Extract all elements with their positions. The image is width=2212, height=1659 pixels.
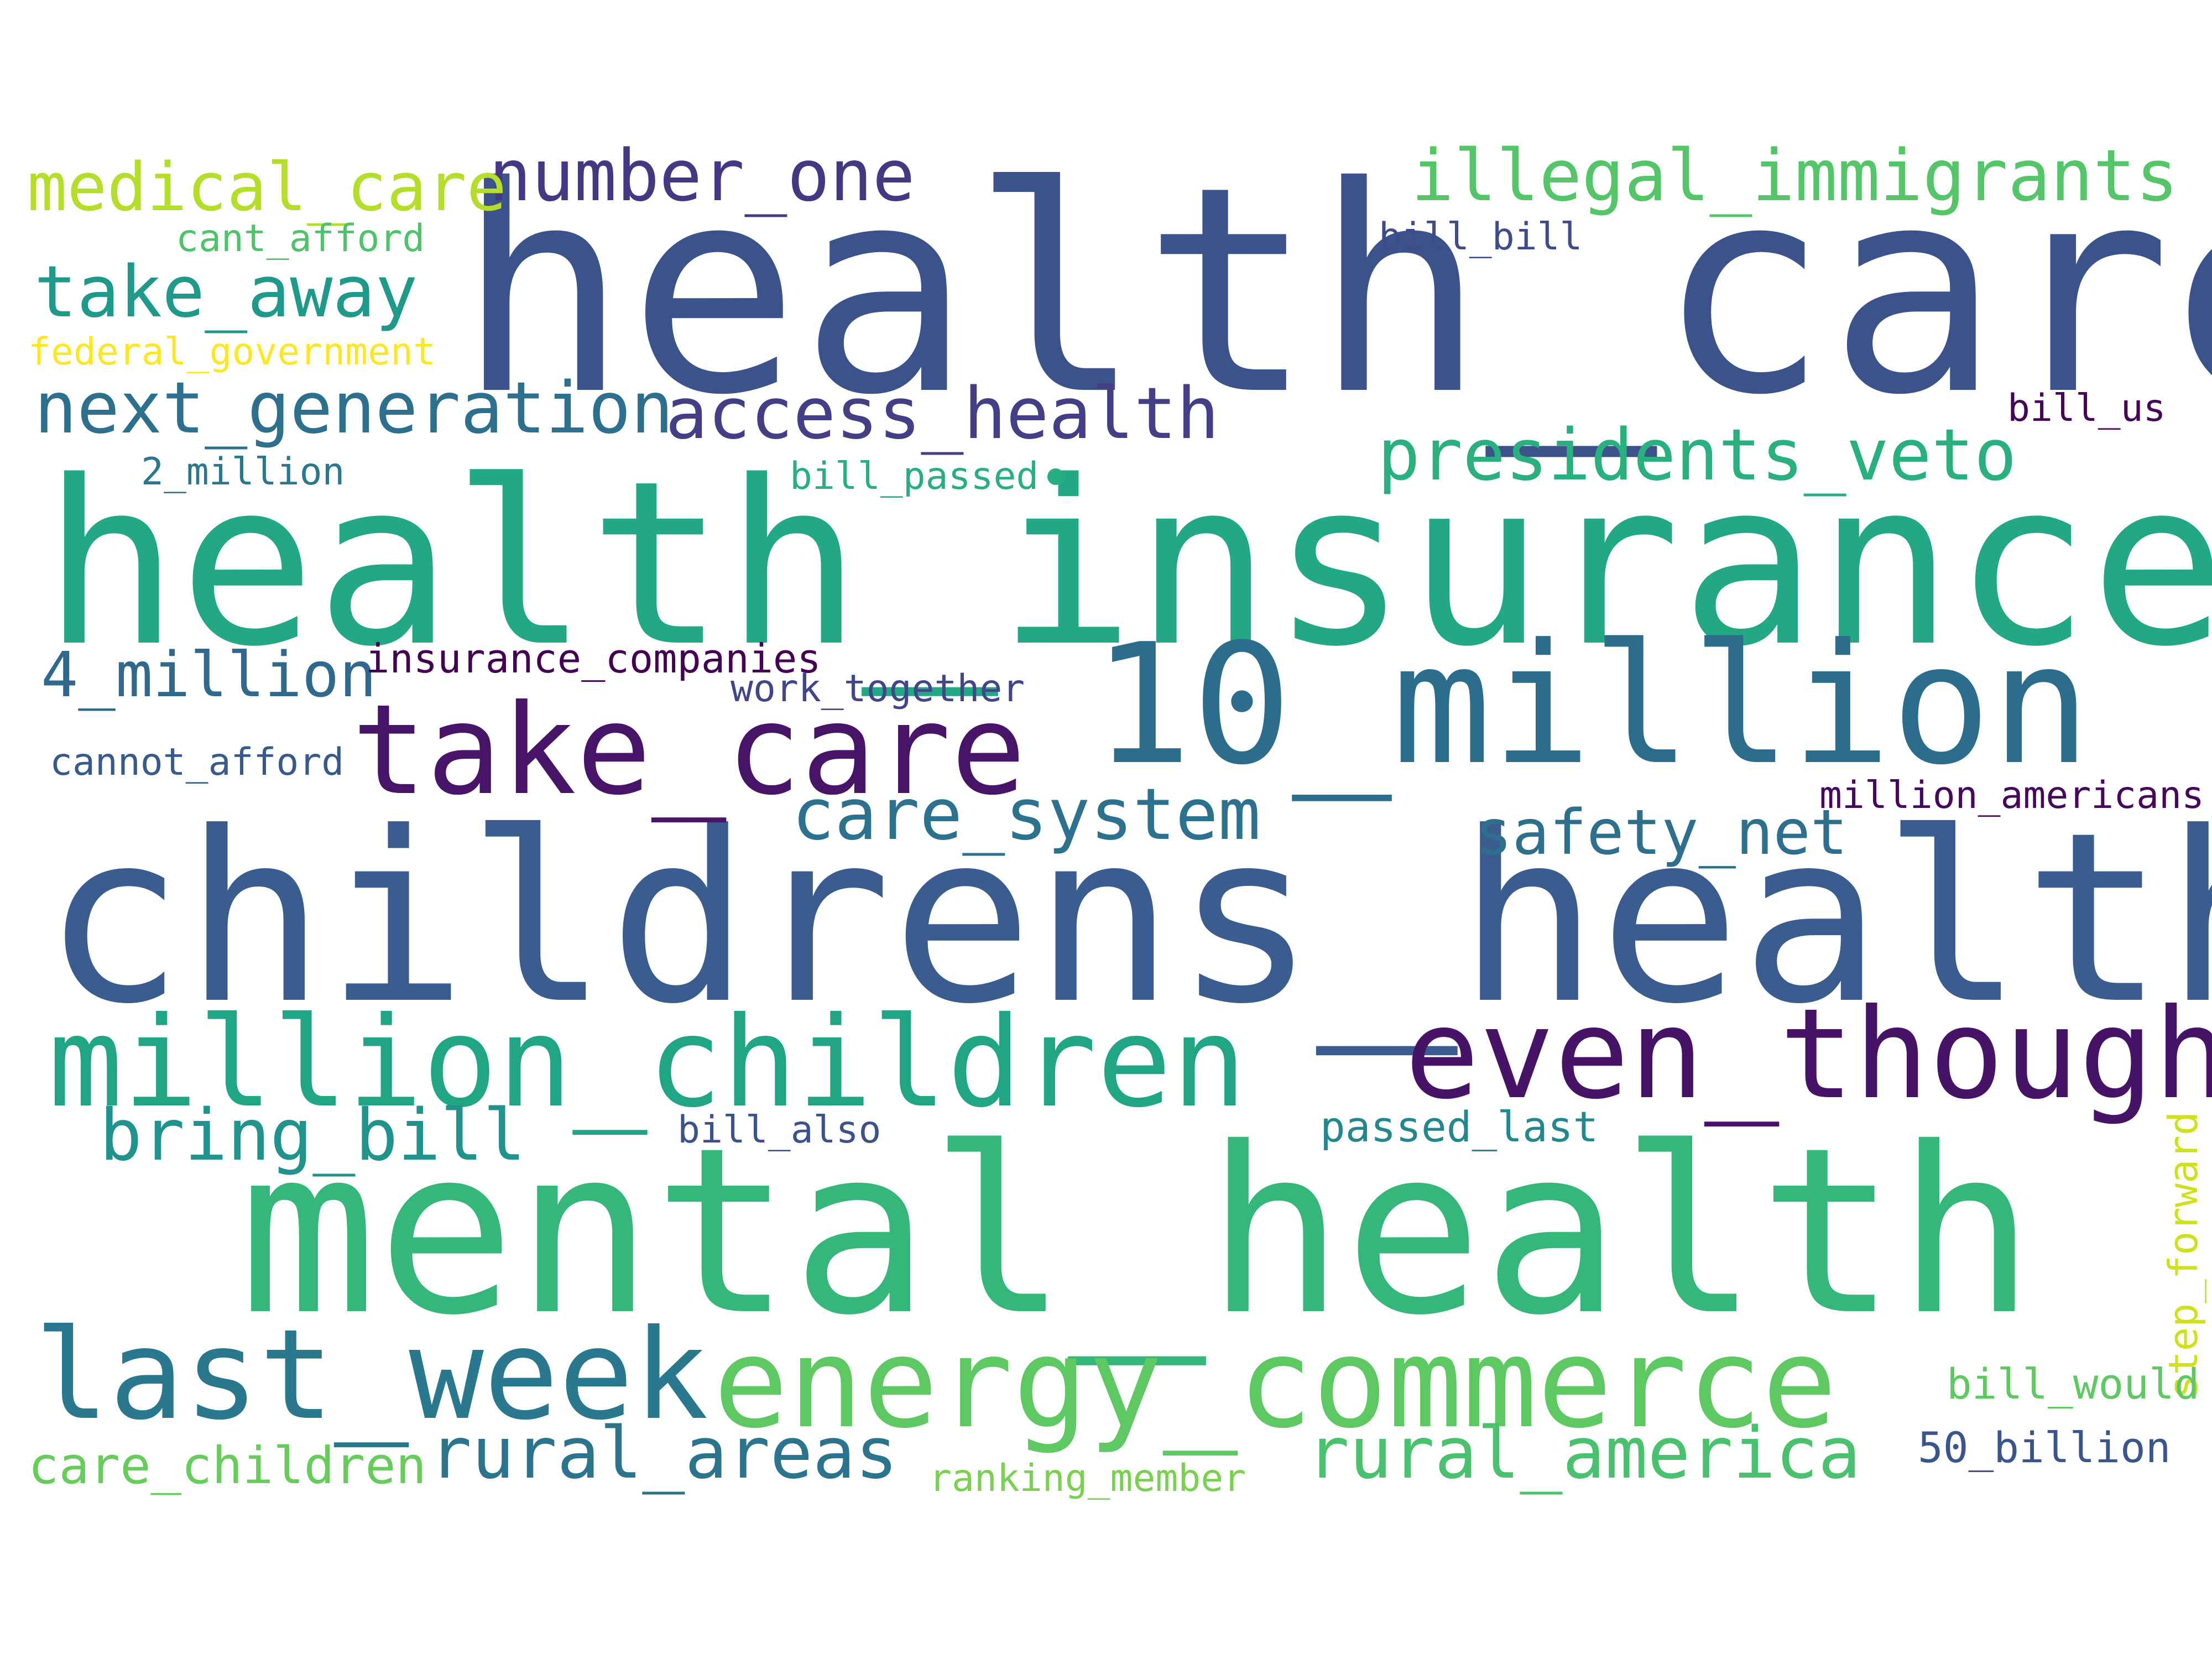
word-mental-health: mental_health [239, 1098, 2036, 1365]
word-medical-care: medical_care [27, 149, 507, 226]
word-passed-last: passed_last [1320, 1102, 1599, 1151]
word-bring-bill: bring_bill [100, 1094, 526, 1177]
dot-mark [1047, 468, 1064, 485]
word-work-together: work_together [731, 667, 1025, 711]
word-federal-government: federal_government [28, 330, 436, 374]
word-4-million: 4_million [41, 639, 377, 711]
word-bill-us: bill_us [2007, 387, 2166, 430]
word-childrens-health: childrens_health [43, 782, 2212, 1056]
word-take-care: take_care [352, 678, 1026, 823]
word-step-forward: step_forward [2160, 1111, 2206, 1399]
word-care-system: care_system [792, 774, 1261, 856]
word-insurance-companies: insurance_companies [366, 635, 821, 682]
word-ranking-member: ranking_member [929, 1457, 1246, 1500]
word-million-children: million_children [48, 990, 1247, 1135]
word-rural-areas: rural_areas [429, 1412, 898, 1495]
word-bill-bill: bill_bill [1379, 215, 1583, 259]
word-take-away: take_away [34, 251, 418, 333]
word-50-billion: 50_billion [1918, 1423, 2171, 1472]
word-next-generation: next_generation [34, 367, 674, 450]
word-bill-passed: bill_passed [790, 455, 1039, 498]
word-million-americans: million_americans [1819, 774, 2204, 817]
word-cannot-afford: cannot_afford [50, 740, 345, 784]
word-bill-also: bill_also [677, 1108, 881, 1152]
word-safety-net: safety_net [1475, 797, 1848, 869]
word-last-week: last_week [34, 1303, 709, 1448]
word-bill-would: bill_would [1947, 1359, 2200, 1408]
word-2-million: 2_million [141, 450, 345, 494]
word-10-million: 10_million [1092, 608, 2091, 801]
word-even-though: even_though [1405, 982, 2212, 1127]
word-number-one: number_one [489, 135, 915, 217]
word-cant-afford: cant_afford [176, 217, 425, 260]
word-presidents-veto: presidents_veto [1378, 414, 2017, 497]
word-health-care: health_care [457, 126, 2212, 457]
word-rural-america: rural_america [1307, 1412, 1861, 1495]
word-energy-commerce: energy_commerce [713, 1311, 1837, 1456]
word-health-insurance: health_insurance [43, 432, 2212, 696]
word-illegal-immigrants: illegal_immigrants [1411, 135, 2179, 217]
word-access-health: access_health [665, 373, 1219, 455]
word-care-children: care_children [28, 1436, 427, 1495]
